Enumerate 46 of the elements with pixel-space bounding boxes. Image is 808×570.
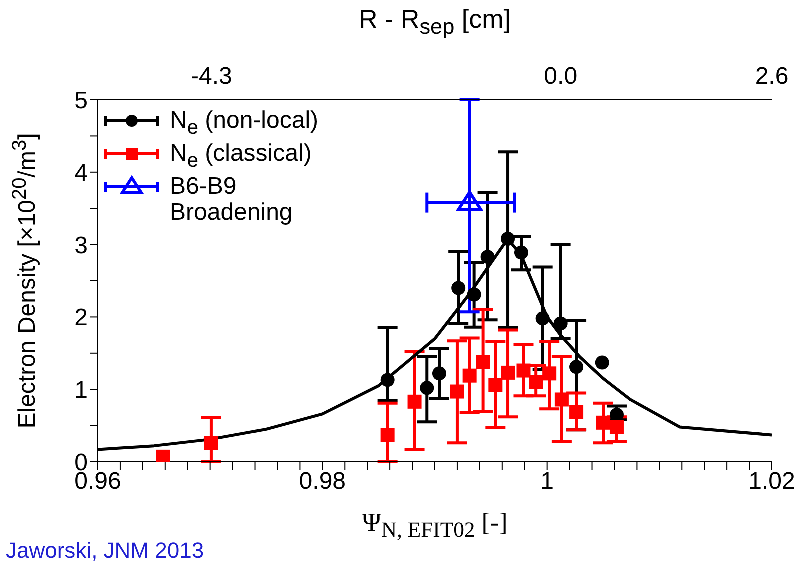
y-tick-label: 4	[74, 160, 88, 187]
point	[501, 232, 516, 246]
y-tick-label: 1	[74, 377, 88, 404]
point	[204, 436, 218, 450]
y-tick-label: 3	[74, 232, 88, 260]
point	[570, 405, 584, 420]
point	[156, 450, 170, 462]
legend-label: B6-B9 Broadening	[170, 172, 294, 226]
point	[476, 355, 490, 370]
x-tick-label: 1.02	[748, 468, 796, 496]
point	[554, 392, 569, 407]
point	[542, 366, 557, 381]
point	[452, 281, 466, 296]
point	[480, 250, 495, 264]
point	[467, 288, 482, 302]
point	[380, 428, 395, 442]
point	[501, 366, 516, 380]
point	[610, 420, 624, 434]
point	[432, 366, 446, 381]
point	[462, 368, 477, 383]
x-tick-label: 0.98	[299, 468, 346, 496]
legend-label: N$_{e}$ (classical)	[170, 140, 312, 174]
point	[450, 384, 464, 399]
point	[529, 375, 544, 390]
legend-label: N$_{e}$ (non-local)	[170, 107, 319, 141]
point	[488, 378, 503, 392]
y-tick-label: 5	[74, 88, 88, 115]
x-axis-title: Ψ$_{N, EFIT02}$ [-]	[362, 508, 508, 542]
y-tick-label: 2	[74, 304, 88, 332]
point	[380, 373, 395, 388]
x-tick-label: 1	[540, 468, 554, 496]
text: Jaworski, JNM 2013	[6, 538, 204, 564]
point	[596, 416, 610, 430]
x2-axis-title: R - R$_{sep}$ [cm]	[358, 4, 512, 40]
point	[408, 394, 422, 409]
point	[610, 408, 624, 422]
x2-tick-label: 2.6	[755, 63, 789, 90]
x2-tick-label: 0.0	[544, 63, 578, 90]
point	[554, 316, 568, 331]
point	[595, 356, 610, 370]
x2-tick-label: -4.3	[191, 63, 232, 90]
point	[514, 246, 528, 260]
point	[570, 360, 584, 374]
point	[536, 312, 550, 326]
point	[516, 364, 531, 378]
point	[420, 381, 434, 396]
